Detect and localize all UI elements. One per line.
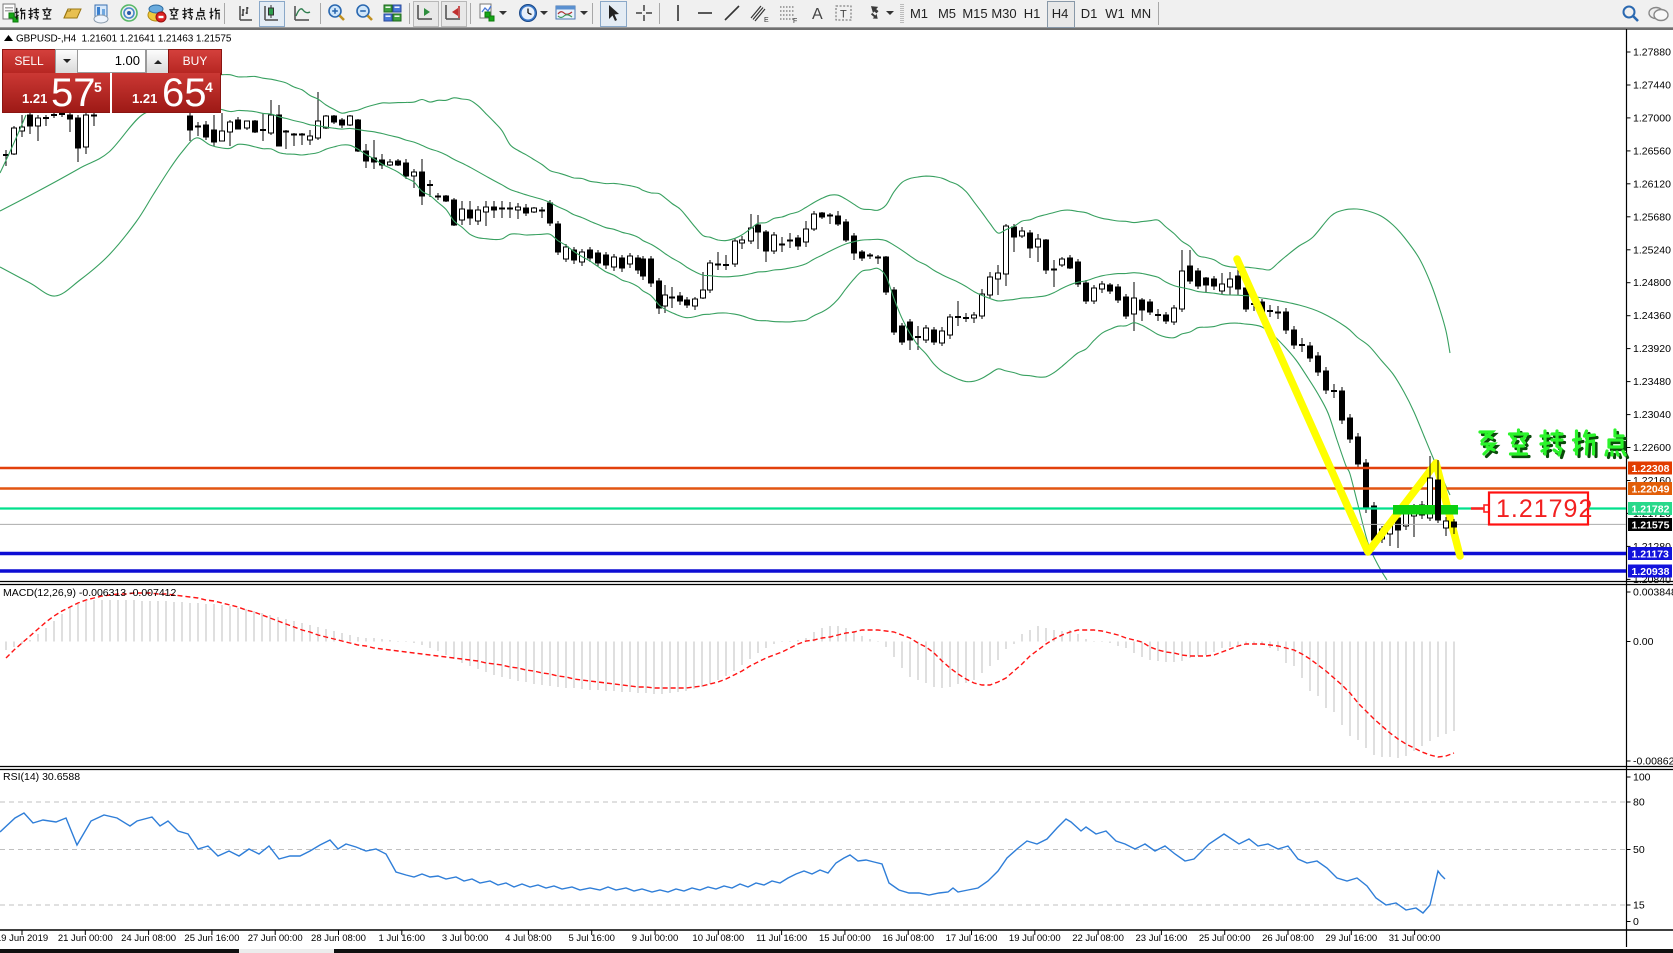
svg-text:1.21792: 1.21792 [1496, 495, 1593, 523]
svg-text:1.26560: 1.26560 [1633, 145, 1671, 157]
svg-text:1.27000: 1.27000 [1633, 112, 1671, 124]
svg-text:1.27440: 1.27440 [1633, 80, 1671, 92]
svg-text:23 Jul 16:00: 23 Jul 16:00 [1136, 933, 1188, 944]
svg-text:1.21782: 1.21782 [1632, 503, 1670, 515]
svg-text:0.003848: 0.003848 [1633, 587, 1673, 599]
svg-text:1.21575: 1.21575 [1632, 519, 1670, 531]
svg-text:3 Jul 00:00: 3 Jul 00:00 [442, 933, 488, 944]
svg-text:80: 80 [1633, 797, 1645, 809]
svg-text:29 Jul 16:00: 29 Jul 16:00 [1325, 933, 1377, 944]
svg-text:1.22308: 1.22308 [1632, 463, 1670, 475]
svg-text:15 Jul 00:00: 15 Jul 00:00 [819, 933, 871, 944]
svg-text:9 Jul 00:00: 9 Jul 00:00 [632, 933, 678, 944]
svg-text:1.27880: 1.27880 [1633, 47, 1671, 59]
svg-text:1.23480: 1.23480 [1633, 376, 1671, 388]
svg-text:1.23040: 1.23040 [1633, 409, 1671, 421]
svg-text:100: 100 [1633, 772, 1651, 784]
svg-text:MACD(12,26,9) -0.006313 -0.007: MACD(12,26,9) -0.006313 -0.007412 [3, 587, 177, 599]
svg-text:GBPUSD-,H4 1.21601 1.21641 1.: GBPUSD-,H4 1.21601 1.21641 1.21463 1.215… [16, 34, 232, 45]
svg-text:19 Jun 2019: 19 Jun 2019 [0, 933, 48, 944]
svg-text:21 Jun 00:00: 21 Jun 00:00 [58, 933, 113, 944]
svg-text:1.25240: 1.25240 [1633, 244, 1671, 256]
svg-text:27 Jun 00:00: 27 Jun 00:00 [248, 933, 303, 944]
svg-text:-0.008629: -0.008629 [1633, 756, 1673, 768]
svg-text:T: T [840, 9, 847, 21]
svg-text:28 Jun 08:00: 28 Jun 08:00 [311, 933, 366, 944]
svg-text:24 Jun 08:00: 24 Jun 08:00 [121, 933, 176, 944]
svg-text:A: A [812, 6, 823, 23]
svg-text:1.22049: 1.22049 [1632, 483, 1670, 495]
svg-text:10 Jul 08:00: 10 Jul 08:00 [692, 933, 744, 944]
svg-text:0.00: 0.00 [1633, 636, 1654, 648]
svg-text:26 Jul 08:00: 26 Jul 08:00 [1262, 933, 1314, 944]
svg-text:1.22600: 1.22600 [1633, 442, 1671, 454]
svg-text:1.24800: 1.24800 [1633, 277, 1671, 289]
svg-text:25 Jul 00:00: 25 Jul 00:00 [1199, 933, 1251, 944]
svg-text:E: E [764, 17, 769, 24]
svg-text:1.26120: 1.26120 [1633, 178, 1671, 190]
svg-text:1 Jul 16:00: 1 Jul 16:00 [379, 933, 425, 944]
svg-text:50: 50 [1633, 844, 1645, 856]
svg-text:11 Jul 16:00: 11 Jul 16:00 [756, 933, 807, 944]
svg-text:RSI(14) 30.6588: RSI(14) 30.6588 [3, 771, 80, 783]
svg-text:31 Jul 00:00: 31 Jul 00:00 [1389, 933, 1441, 944]
svg-text:5 Jul 16:00: 5 Jul 16:00 [568, 933, 614, 944]
svg-text:1.25680: 1.25680 [1633, 211, 1671, 223]
svg-text:16 Jul 08:00: 16 Jul 08:00 [882, 933, 934, 944]
svg-text:25 Jun 16:00: 25 Jun 16:00 [184, 933, 239, 944]
svg-text:1.21173: 1.21173 [1632, 548, 1670, 560]
svg-text:0: 0 [1633, 916, 1639, 928]
svg-text:19 Jul 00:00: 19 Jul 00:00 [1009, 933, 1061, 944]
svg-text:15: 15 [1633, 900, 1645, 912]
svg-text:1.20938: 1.20938 [1632, 566, 1670, 578]
svg-text:17 Jul 16:00: 17 Jul 16:00 [946, 933, 998, 944]
svg-text:1.23920: 1.23920 [1633, 343, 1671, 355]
svg-text:1.24360: 1.24360 [1633, 310, 1671, 322]
svg-text:4 Jul 08:00: 4 Jul 08:00 [505, 933, 551, 944]
svg-text:F: F [793, 18, 797, 24]
svg-text:22 Jul 08:00: 22 Jul 08:00 [1072, 933, 1124, 944]
